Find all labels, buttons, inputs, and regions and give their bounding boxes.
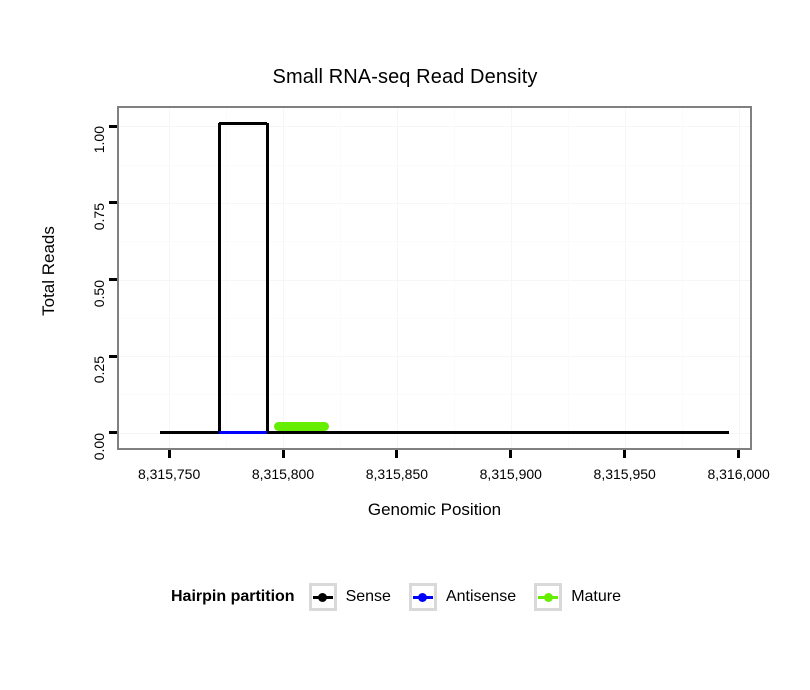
x-axis-tick-label: 8,315,950	[593, 466, 656, 482]
series-riser-sense	[265, 123, 269, 435]
y-axis-title: Total Reads	[39, 226, 58, 316]
gridline-horizontal-minor	[119, 241, 750, 243]
gridline-vertical	[396, 108, 398, 448]
gridline-vertical-minor	[453, 108, 455, 448]
gridline-horizontal	[119, 202, 750, 204]
y-axis-tick-label: 1.00	[91, 126, 107, 154]
x-axis-tick-label: 8,315,850	[365, 466, 429, 482]
series-segment-sense	[267, 431, 730, 435]
legend-key-mature-icon	[534, 583, 563, 611]
plot-panel	[117, 106, 752, 450]
x-axis-tick	[623, 450, 627, 458]
gridline-vertical-minor	[567, 108, 569, 448]
legend-key-dot	[418, 592, 428, 602]
series-segment-sense	[219, 121, 268, 125]
gridline-horizontal	[119, 279, 750, 281]
x-axis-tick	[167, 450, 171, 458]
y-axis-tick-label-wrap: 1.00	[0, 118, 107, 153]
x-axis-tick-label: 8,315,800	[251, 466, 315, 482]
gridline-vertical	[283, 108, 284, 448]
y-axis-tick	[109, 124, 117, 128]
x-axis-tick	[395, 450, 399, 458]
gridline-vertical-minor	[226, 108, 228, 448]
legend-label-mature: Mature	[571, 588, 621, 605]
gridline-vertical-minor	[681, 108, 683, 448]
plot-area	[119, 108, 750, 448]
x-axis-tick-label: 8,315,900	[479, 466, 542, 482]
x-axis-title: Genomic Position	[367, 500, 502, 519]
y-axis-tick-label-wrap: 0.00	[0, 425, 107, 460]
gridline-vertical-minor	[339, 108, 341, 448]
series-riser-sense	[217, 123, 221, 435]
y-axis-tick	[109, 201, 117, 205]
x-axis-tick	[281, 450, 285, 458]
gridline-horizontal-minor	[119, 317, 750, 319]
legend-item-antisense[interactable]: Antisense	[408, 583, 526, 611]
gridline-vertical	[738, 108, 740, 448]
legend: Hairpin partition Sense Antisense Mature	[0, 583, 810, 611]
y-axis-tick	[109, 354, 117, 358]
x-axis-tick-label: 8,315,750	[137, 466, 201, 482]
chart-title: Small RNA-seq Read Density	[272, 66, 538, 88]
gridline-vertical	[624, 108, 626, 448]
y-axis-tick	[109, 278, 117, 282]
gridline-horizontal	[119, 126, 750, 128]
legend-label-sense: Sense	[345, 588, 391, 605]
series-segment-mature	[273, 422, 329, 432]
series-segment-sense	[160, 431, 220, 435]
gridline-horizontal-minor	[119, 394, 750, 396]
gridline-horizontal-minor	[119, 164, 750, 166]
legend-key-dot	[318, 592, 328, 602]
legend-item-sense[interactable]: Sense	[308, 583, 401, 611]
legend-title: Hairpin partition	[171, 588, 295, 605]
x-axis-tick-label: 8,316,000	[707, 466, 770, 482]
gridline-horizontal	[119, 356, 750, 358]
legend-key-sense-icon	[308, 583, 337, 611]
legend-key-dot	[543, 592, 553, 602]
gridline-vertical	[169, 108, 171, 448]
legend-key-antisense-icon	[408, 583, 437, 611]
x-axis-tick	[737, 450, 741, 458]
y-axis-tick	[109, 431, 117, 435]
x-axis-tick	[509, 450, 513, 458]
legend-item-mature[interactable]: Mature	[534, 583, 631, 611]
gridline-vertical	[510, 108, 512, 448]
legend-label-antisense: Antisense	[445, 588, 517, 605]
series-segment-antisense	[219, 431, 268, 435]
